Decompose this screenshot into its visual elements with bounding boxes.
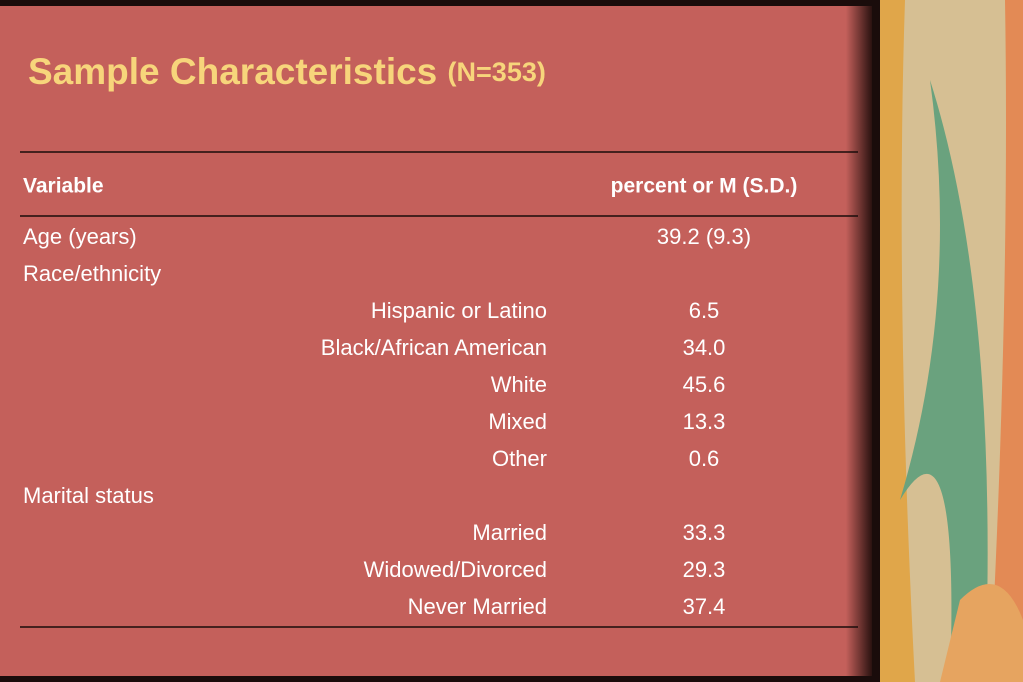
row-value: 6.5 [689, 298, 720, 323]
deco-bottom [940, 584, 1023, 682]
deco-green [900, 80, 988, 682]
decoration [880, 0, 1023, 682]
row-sublabel: Hispanic or Latino [371, 298, 547, 323]
deco-gold [880, 0, 915, 682]
row-label: Race/ethnicity [23, 261, 161, 286]
panel [0, 6, 872, 676]
row-sublabel: Mixed [488, 409, 547, 434]
row-sublabel: Other [492, 446, 547, 471]
row-sublabel: White [491, 372, 547, 397]
row-value: 13.3 [683, 409, 726, 434]
row-value: 33.3 [683, 520, 726, 545]
table-body: Age (years) 39.2 (9.3) Race/ethnicity Hispa… [23, 224, 751, 619]
row-sublabel: Widowed/Divorced [364, 557, 547, 582]
row-label: Marital status [23, 483, 154, 508]
row-sublabel: Never Married [408, 594, 547, 619]
row-value: 0.6 [689, 446, 720, 471]
row-value: 37.4 [683, 594, 726, 619]
title-note: (N=353) [448, 57, 546, 87]
header-cell: Variable [23, 175, 104, 198]
row-sublabel: Married [472, 520, 547, 545]
row-value: 39.2 (9.3) [657, 224, 751, 249]
row-label: Age (years) [23, 224, 137, 249]
row-sublabel: Black/African American [321, 335, 547, 360]
title: Sample Characteristics (N=353) [28, 51, 546, 92]
row-value: 34.0 [683, 335, 726, 360]
title-main: Sample Characteristics [28, 51, 437, 92]
header-cell: percent or M (S.D.) [611, 175, 798, 198]
row-value: 29.3 [683, 557, 726, 582]
row-value: 45.6 [683, 372, 726, 397]
deco-orange [990, 0, 1023, 682]
